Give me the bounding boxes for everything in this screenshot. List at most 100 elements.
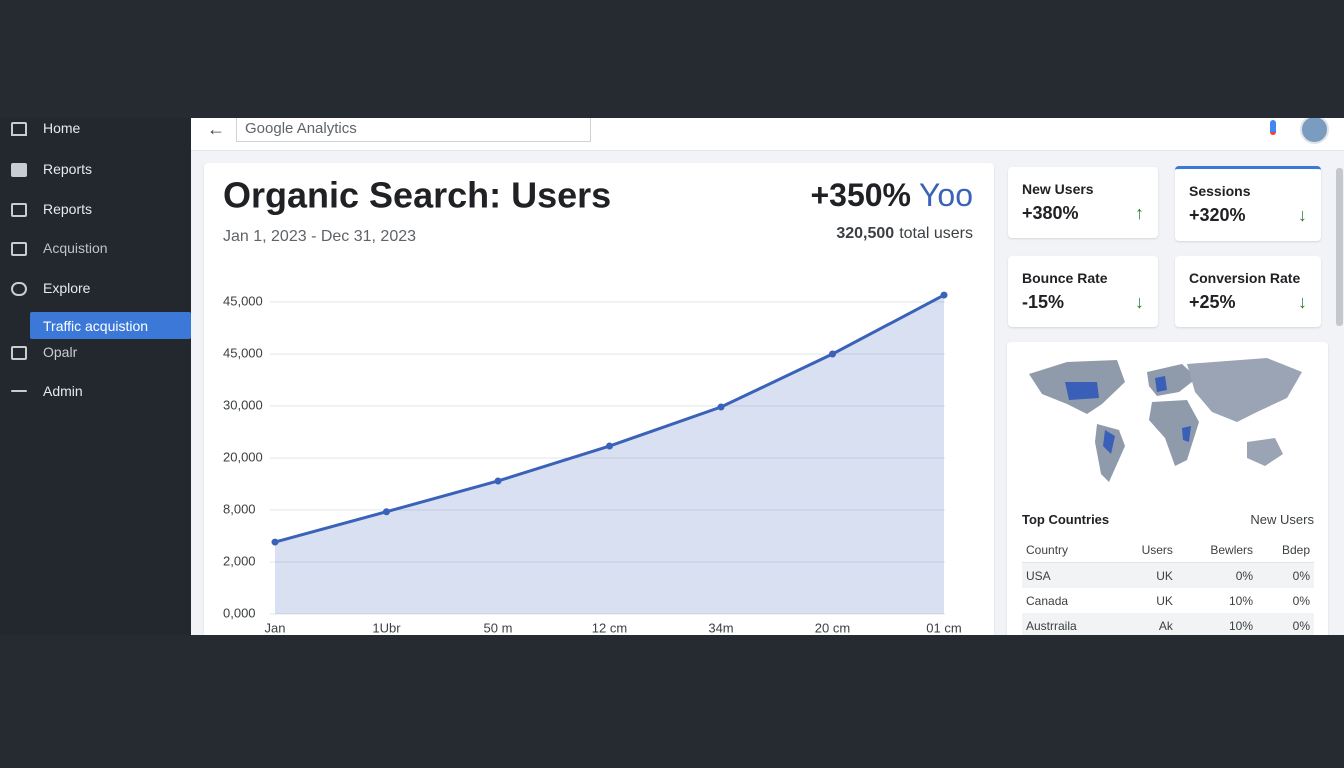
mic[interactable] bbox=[1270, 120, 1276, 135]
table-title: Top Countries bbox=[1022, 512, 1110, 527]
x-tick-label: 12 cm bbox=[592, 620, 627, 635]
active-nav[interactable]: Traffic acquistion bbox=[30, 312, 191, 339]
table-metric[interactable]: New Users bbox=[1250, 512, 1314, 527]
icon bbox=[11, 242, 27, 256]
header-cell: Bewlers bbox=[1210, 542, 1254, 557]
nav-item[interactable]: Opalr bbox=[43, 344, 78, 360]
nav-item[interactable]: Acquistion bbox=[43, 240, 108, 256]
cell: 0% bbox=[1292, 618, 1310, 633]
scrollbar[interactable] bbox=[1336, 168, 1343, 326]
countries-table: Country Users Bewlers Bdep USA UK 0% 0% Canada… bbox=[1022, 537, 1314, 635]
y-tick-label: 20,000 bbox=[223, 449, 263, 464]
kpi-label: Sessions bbox=[1189, 183, 1251, 199]
y-tick-label: 0,000 bbox=[223, 605, 256, 620]
sidebar: Home Reports Reports Acquistion Explore … bbox=[0, 118, 191, 635]
x-tick-label: Jan bbox=[265, 620, 286, 635]
trend-arrow: ↑ bbox=[1135, 203, 1144, 223]
cell: 0% bbox=[1292, 568, 1310, 583]
app: ← Google Analytics Organic Search: Users… bbox=[191, 118, 1344, 635]
y-tick-label: 45,000 bbox=[223, 345, 263, 360]
region bbox=[1103, 430, 1115, 454]
countries-card: Top Countries New Users Country Users Bewl… bbox=[1007, 342, 1328, 635]
usa bbox=[1065, 382, 1099, 400]
kpi-label: Bounce Rate bbox=[1022, 270, 1108, 286]
point bbox=[271, 538, 279, 546]
cell: Austrraila bbox=[1026, 618, 1077, 633]
icon bbox=[11, 122, 27, 136]
australia bbox=[1247, 438, 1283, 466]
icon bbox=[11, 163, 27, 177]
headline-value: +350% bbox=[810, 177, 911, 213]
chart-card: Organic Search: Users Jan 1, 2023 - Dec … bbox=[204, 163, 994, 635]
point bbox=[717, 403, 725, 411]
x-tick-label: 20 cm bbox=[815, 620, 850, 635]
cell: UK bbox=[1156, 593, 1173, 608]
chart-subtitle: Jan 1, 2023 - Dec 31, 2023 bbox=[223, 228, 416, 245]
total: 320,500 total users bbox=[836, 225, 973, 242]
kpi-card[interactable]: Bounce Rate -15% ↓ bbox=[1008, 256, 1158, 327]
kpi-card[interactable]: Conversion Rate +25% ↓ bbox=[1175, 256, 1321, 327]
headline: +350% Yoo bbox=[810, 177, 973, 213]
cell: 10% bbox=[1229, 593, 1254, 608]
y-tick-label: 8,000 bbox=[223, 501, 256, 516]
nav-item[interactable]: Home bbox=[43, 120, 81, 136]
kpi-label: New Users bbox=[1022, 181, 1094, 197]
search-box[interactable]: Google Analytics bbox=[236, 118, 591, 142]
chart-title: Organic Search: Users bbox=[223, 175, 611, 216]
area bbox=[275, 295, 944, 614]
headline-suffix: Yoo bbox=[919, 177, 973, 213]
kpi-value: +25% bbox=[1189, 292, 1236, 312]
icon bbox=[11, 390, 27, 392]
cell: 0% bbox=[1235, 568, 1254, 583]
world-map bbox=[1029, 358, 1302, 482]
header-cell: Country bbox=[1026, 542, 1069, 557]
y-tick-label: 30,000 bbox=[223, 397, 263, 412]
nav-item[interactable]: Traffic acquistion bbox=[43, 318, 149, 334]
icon bbox=[11, 203, 27, 217]
topbar: ← Google Analytics bbox=[191, 118, 1344, 151]
y-tick-label: 2,000 bbox=[223, 553, 256, 568]
cell: USA bbox=[1026, 568, 1051, 583]
kpi-card[interactable]: New Users +380% ↑ bbox=[1008, 167, 1158, 238]
point bbox=[829, 350, 836, 358]
point bbox=[606, 442, 613, 450]
trend-arrow: ↓ bbox=[1135, 292, 1144, 312]
header-cell: Bdep bbox=[1281, 542, 1310, 557]
cell: 0% bbox=[1292, 593, 1310, 608]
y-tick-label: 45,000 bbox=[223, 293, 263, 308]
nav-item[interactable]: Explore bbox=[43, 280, 91, 296]
point bbox=[940, 291, 948, 299]
x-tick-label: 1Ubr bbox=[372, 620, 401, 635]
kpi-card[interactable]: Sessions +320% ↓ bbox=[1175, 166, 1321, 241]
chart: Organic Search: Users Jan 1, 2023 - Dec … bbox=[223, 175, 973, 635]
cell: Ak bbox=[1158, 618, 1173, 633]
back-button[interactable]: ← bbox=[207, 119, 225, 139]
header-cell: Users bbox=[1141, 542, 1173, 557]
x-tick-label: 50 m bbox=[484, 620, 513, 635]
kpi-label: Conversion Rate bbox=[1189, 270, 1301, 286]
nav-item[interactable]: Reports bbox=[43, 161, 93, 177]
total-value: 320,500 bbox=[836, 225, 894, 242]
cell: 10% bbox=[1229, 618, 1254, 633]
trend-arrow: ↓ bbox=[1298, 292, 1307, 312]
nav-item[interactable]: Admin bbox=[43, 383, 83, 399]
icon bbox=[11, 282, 27, 296]
trend-arrow: ↓ bbox=[1298, 205, 1307, 225]
total-label: total users bbox=[899, 225, 973, 242]
point bbox=[383, 508, 390, 516]
kpi-value: +320% bbox=[1189, 205, 1246, 225]
kpi-value: +380% bbox=[1022, 203, 1079, 223]
point bbox=[494, 477, 502, 485]
cell: UK bbox=[1156, 568, 1173, 583]
x-tick-label: 34m bbox=[708, 620, 733, 635]
nav-item[interactable]: Reports bbox=[43, 201, 93, 217]
africa bbox=[1149, 400, 1199, 466]
avatar[interactable] bbox=[1300, 118, 1329, 144]
kpi-value: -15% bbox=[1022, 292, 1065, 312]
region bbox=[1182, 426, 1191, 442]
region bbox=[1155, 376, 1167, 392]
icon bbox=[11, 346, 27, 360]
cell: Canada bbox=[1026, 593, 1069, 608]
asia bbox=[1187, 358, 1302, 422]
